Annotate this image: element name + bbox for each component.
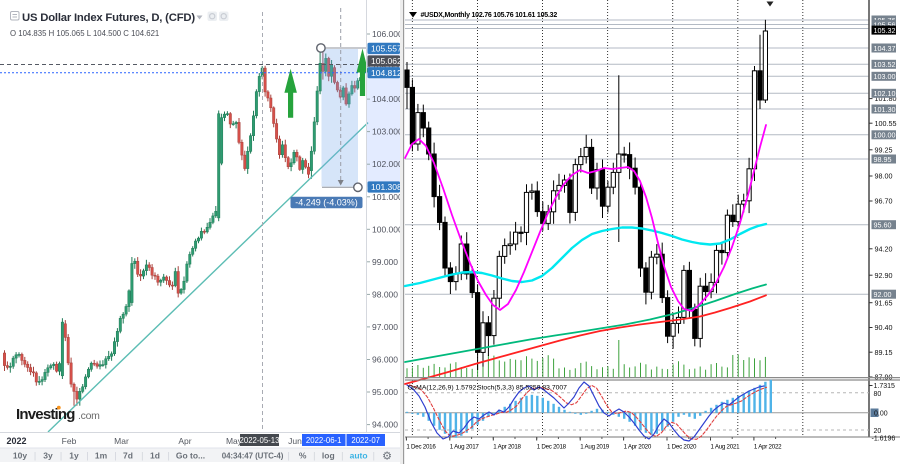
svg-text:80: 80 — [874, 391, 882, 398]
svg-text:Go to...: Go to... — [176, 451, 205, 461]
svg-text:98.95: 98.95 — [874, 155, 892, 164]
svg-text:99.000: 99.000 — [372, 257, 398, 267]
svg-text:101.80: 101.80 — [875, 94, 897, 103]
svg-text:94.000: 94.000 — [372, 420, 398, 430]
svg-text:1 Apr 2018: 1 Apr 2018 — [493, 444, 521, 451]
svg-text:Apr: Apr — [178, 436, 191, 446]
svg-text:102.000: 102.000 — [372, 159, 403, 169]
svg-text:-4.249 (-4.03%): -4.249 (-4.03%) — [295, 198, 358, 208]
svg-text:102.10: 102.10 — [874, 89, 896, 98]
svg-text:|: | — [168, 451, 170, 461]
svg-text:3y: 3y — [43, 451, 53, 461]
svg-text:96.70: 96.70 — [875, 197, 893, 206]
svg-text:96.000: 96.000 — [372, 355, 398, 365]
svg-text:US Dollar Index Futures, D, (C: US Dollar Index Futures, D, (CFD) — [22, 12, 195, 24]
svg-text:95.000: 95.000 — [372, 387, 398, 397]
svg-text:103.52: 103.52 — [874, 60, 896, 69]
svg-text:95.60: 95.60 — [874, 221, 892, 230]
svg-text:Feb: Feb — [62, 436, 77, 446]
svg-text:101.000: 101.000 — [372, 192, 403, 202]
svg-text:94.20: 94.20 — [875, 244, 893, 253]
svg-text:1 Dec 2018: 1 Dec 2018 — [537, 444, 567, 451]
svg-text:1 Apr 2020: 1 Apr 2020 — [624, 444, 652, 451]
svg-text:98.000: 98.000 — [372, 289, 398, 299]
svg-text:91.65: 91.65 — [875, 298, 893, 307]
svg-text:103.000: 103.000 — [372, 127, 403, 137]
svg-text:92.00: 92.00 — [874, 290, 892, 299]
svg-text:1 Aug 2019: 1 Aug 2019 — [580, 444, 610, 451]
svg-text:2022-05-13: 2022-05-13 — [240, 436, 280, 445]
svg-text:Mar: Mar — [114, 436, 129, 446]
svg-text:1 Aug 2021: 1 Aug 2021 — [711, 444, 741, 451]
svg-text:May: May — [226, 436, 243, 446]
svg-text:106.000: 106.000 — [372, 29, 403, 39]
svg-text:Jun: Jun — [288, 436, 302, 446]
svg-text:1m: 1m — [95, 451, 108, 461]
svg-text:100.00: 100.00 — [874, 131, 896, 140]
svg-text:log: log — [322, 451, 335, 461]
svg-text:|: | — [373, 451, 375, 461]
svg-text:0.00: 0.00 — [874, 410, 888, 417]
svg-text:.com: .com — [78, 410, 100, 422]
svg-text:2022: 2022 — [7, 436, 27, 446]
svg-text:90.40: 90.40 — [875, 323, 893, 332]
svg-text:92.90: 92.90 — [875, 271, 893, 280]
svg-text:101.308: 101.308 — [371, 182, 402, 192]
svg-text:|: | — [141, 451, 143, 461]
svg-text:04:34:47 (UTC-4): 04:34:47 (UTC-4) — [222, 452, 284, 461]
svg-text:105.56: 105.56 — [874, 20, 896, 29]
svg-text:1y: 1y — [69, 451, 79, 461]
svg-text:104.812: 104.812 — [371, 68, 402, 78]
svg-text:1 Dec 2016: 1 Dec 2016 — [406, 444, 436, 451]
svg-text:auto: auto — [350, 451, 368, 461]
svg-text:2022-07: 2022-07 — [351, 436, 380, 445]
svg-text:#USDX,Monthly 102.76 105.76 1: #USDX,Monthly 102.76 105.76 101.61 105.3… — [421, 12, 558, 19]
svg-text:1d: 1d — [150, 451, 160, 461]
svg-text:|: | — [288, 451, 290, 461]
svg-text:104.000: 104.000 — [372, 94, 403, 104]
svg-text:99.25: 99.25 — [875, 145, 893, 154]
svg-text:105.062: 105.062 — [371, 56, 402, 66]
svg-text:1 Apr 2022: 1 Apr 2022 — [754, 444, 782, 451]
svg-text:100.55: 100.55 — [875, 119, 897, 128]
svg-text:Stoch(5,3,3) 85.5259 83.7007: Stoch(5,3,3) 85.5259 83.7007 — [477, 385, 567, 392]
svg-text:|: | — [341, 451, 343, 461]
svg-text:2022-06-1: 2022-06-1 — [306, 436, 342, 445]
svg-text:98.00: 98.00 — [875, 172, 893, 181]
svg-text:%: % — [299, 451, 307, 461]
svg-text:97.000: 97.000 — [372, 322, 398, 332]
svg-text:7d: 7d — [123, 451, 133, 461]
svg-text:105.557: 105.557 — [371, 44, 402, 54]
svg-text:|: | — [60, 451, 62, 461]
svg-text:O 104.835 H 105.065 L 104.50: O 104.835 H 105.065 L 104.500 C 104.621 — [10, 29, 159, 38]
svg-text:|: | — [34, 451, 36, 461]
svg-text:⚙: ⚙ — [382, 451, 392, 463]
svg-text:Investing: Investing — [16, 406, 75, 423]
svg-text:103.00: 103.00 — [874, 72, 896, 81]
svg-text:10y: 10y — [13, 451, 27, 461]
svg-text:89.15: 89.15 — [875, 348, 893, 357]
svg-text:1.7315: 1.7315 — [874, 383, 896, 390]
svg-text:101.30: 101.30 — [874, 105, 896, 114]
svg-text:105.32: 105.32 — [874, 26, 896, 35]
svg-text:OsMA(12,26,9) 1.5792: OsMA(12,26,9) 1.5792 — [408, 385, 477, 392]
svg-text:|: | — [114, 451, 116, 461]
svg-text:20: 20 — [874, 428, 882, 435]
svg-text:1 Dec 2020: 1 Dec 2020 — [667, 444, 697, 451]
svg-text:|: | — [86, 451, 88, 461]
svg-text:100.000: 100.000 — [372, 224, 403, 234]
svg-text:-1.6196: -1.6196 — [872, 435, 896, 442]
svg-text:1 Aug 2017: 1 Aug 2017 — [450, 444, 480, 451]
svg-text:104.37: 104.37 — [874, 44, 896, 53]
svg-text:|: | — [313, 451, 315, 461]
